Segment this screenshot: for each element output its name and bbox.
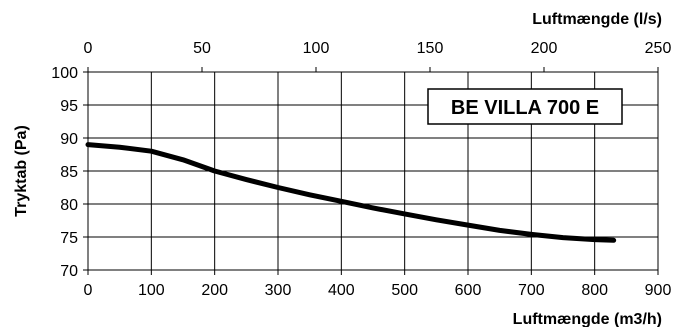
x-tick-label: 900 — [645, 282, 672, 299]
x-axis-title: Luftmængde (m3/h) — [513, 311, 662, 327]
x-tick-label: 0 — [84, 282, 93, 299]
y-tick-label: 100 — [51, 65, 78, 82]
x2-tick-label: 0 — [84, 40, 93, 57]
x2-tick-label: 150 — [417, 40, 444, 57]
x-tick-label: 500 — [391, 282, 418, 299]
x-tick-label: 200 — [201, 282, 228, 299]
x-tick-label: 300 — [265, 282, 292, 299]
series-line — [85, 142, 617, 243]
title-badge-box — [427, 88, 623, 125]
y-axis-title: Tryktab (Pa) — [13, 125, 30, 217]
y-tick-label: 85 — [60, 164, 78, 181]
x-tick-label: 600 — [455, 282, 482, 299]
top-axis-title: Luftmængde (l/s) — [532, 11, 662, 28]
y-tick-label: 75 — [60, 230, 78, 247]
plot-frame — [87, 71, 659, 271]
tick-labels: 0 100 200 300 400 500 600 700 800 900 0 50 100 150 200… — [51, 40, 671, 299]
x-tick-label: 700 — [518, 282, 545, 299]
y-tick-label: 95 — [60, 98, 78, 115]
chart-title: BE VILLA 700 E — [451, 97, 599, 119]
x2-tick-label: 50 — [193, 40, 211, 57]
y-tick-label: 80 — [60, 197, 78, 214]
x2-tick-label: 100 — [303, 40, 330, 57]
x2-tick-label: 250 — [645, 40, 672, 57]
y-tick-label: 70 — [60, 263, 78, 280]
title-badge: BE VILLA 700 E — [427, 88, 623, 125]
x-tick-label: 100 — [138, 282, 165, 299]
x-tick-label: 400 — [328, 282, 355, 299]
x2-tick-label: 200 — [531, 40, 558, 57]
x-tick-label: 800 — [581, 282, 608, 299]
y-tick-label: 90 — [60, 131, 78, 148]
